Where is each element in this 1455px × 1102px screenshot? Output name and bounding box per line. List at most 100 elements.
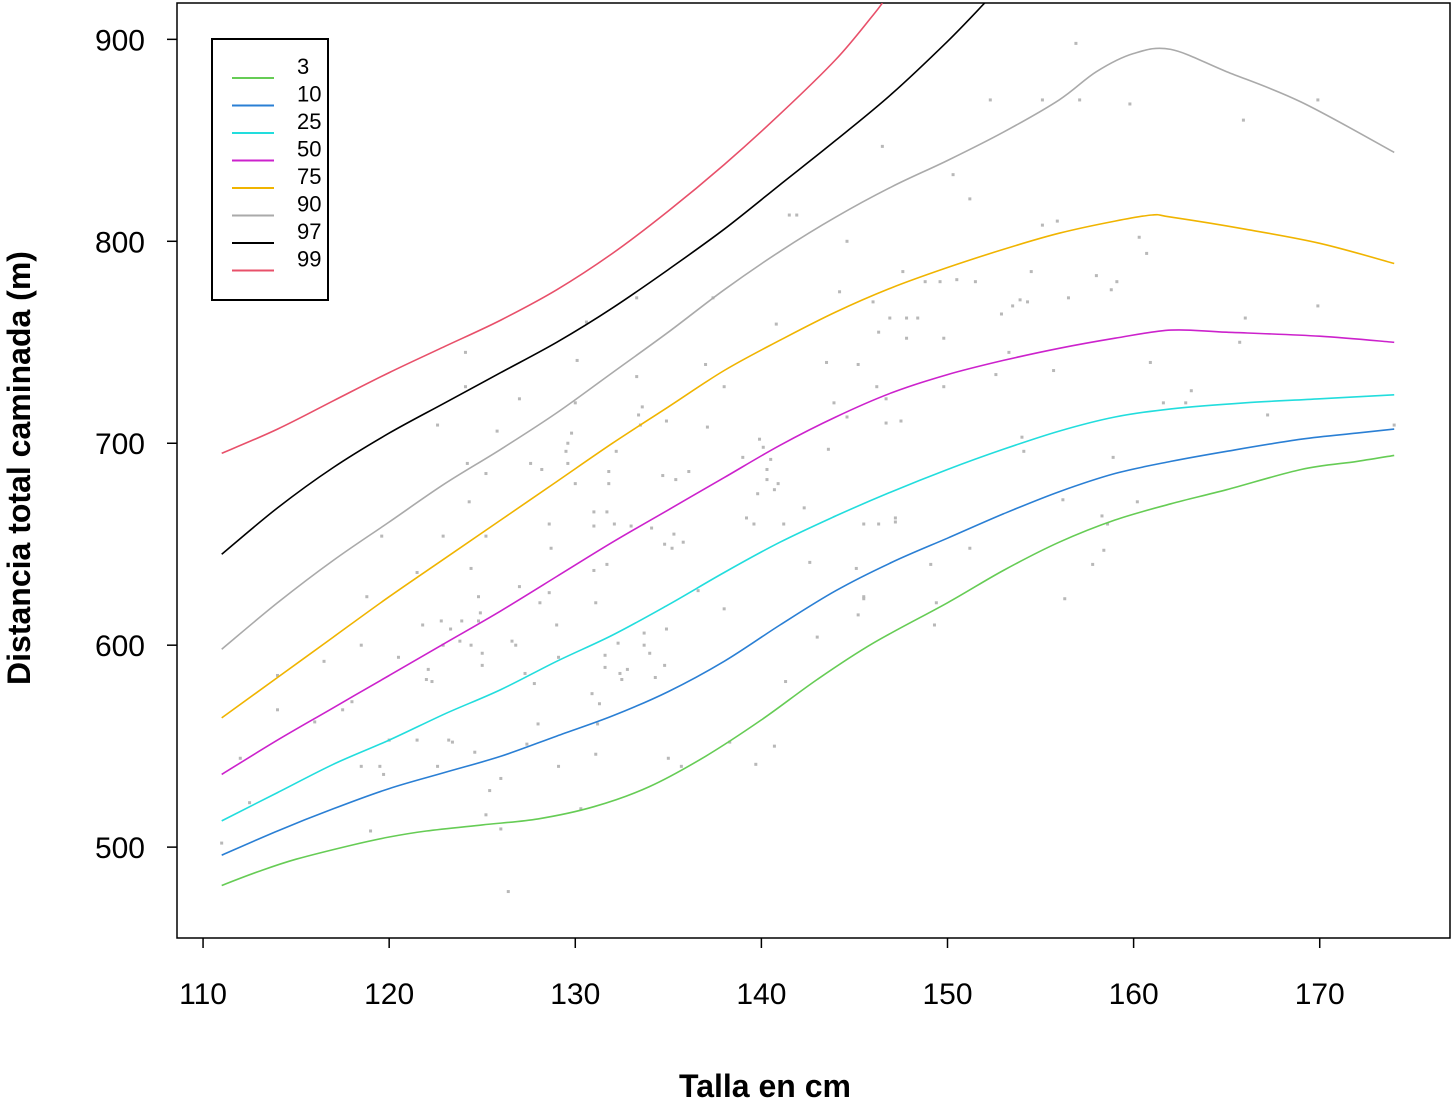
x-tick-label: 150 (922, 978, 972, 1011)
scatter-point (365, 595, 369, 599)
scatter-point (973, 280, 977, 284)
scatter-point (754, 762, 758, 766)
scatter-point (1091, 562, 1095, 566)
scatter-point (1243, 316, 1247, 320)
legend-label-p90: 90 (297, 192, 321, 217)
scatter-point (499, 776, 503, 780)
scatter-point (566, 441, 570, 445)
scatter-point (359, 643, 363, 647)
scatter-point (782, 522, 786, 526)
scatter-point (988, 98, 992, 102)
scatter-point (663, 663, 667, 667)
scatter-point (769, 457, 773, 461)
scatter-point (436, 423, 440, 427)
scatter-point (220, 841, 224, 845)
legend-label-p99: 99 (297, 247, 321, 272)
scatter-point (625, 667, 629, 671)
scatter-point (473, 750, 477, 754)
scatter-point (650, 526, 654, 530)
scatter-point (488, 789, 492, 793)
scatter-point (276, 708, 279, 712)
scatter-point (523, 671, 527, 675)
plot-area (176, 2, 1451, 939)
scatter-point (1137, 235, 1141, 239)
scatter-point (1392, 423, 1396, 427)
scatter-point (536, 722, 540, 726)
scatter-point (877, 522, 881, 526)
scatter-point (1074, 41, 1078, 45)
scatter-point (557, 655, 561, 659)
scatter-point (663, 542, 667, 546)
scatter-point (1184, 401, 1188, 405)
scatter-point (955, 278, 959, 282)
scatter-point (938, 280, 942, 284)
scatter-point (1026, 300, 1030, 304)
scatter-point (856, 613, 860, 617)
scatter-point (856, 362, 860, 366)
scatter-point (862, 595, 866, 599)
scatter-point (884, 421, 888, 425)
scatter-point (350, 700, 354, 704)
scatter-point (893, 520, 897, 524)
legend-label-p25: 25 (297, 109, 321, 134)
scatter-point (460, 619, 464, 623)
scatter-point (772, 488, 776, 492)
scatter-point (517, 397, 521, 401)
scatter-point (378, 764, 382, 768)
scatter-point (681, 540, 685, 544)
scatter-point (705, 425, 709, 429)
scatter-point (653, 675, 657, 679)
scatter-point (1148, 360, 1152, 364)
scatter-point (1022, 449, 1026, 453)
scatter-point (923, 280, 927, 284)
scatter-point (478, 611, 482, 615)
scatter-point (382, 772, 386, 776)
scatter-point (1052, 369, 1056, 373)
scatter-point (664, 627, 668, 631)
scatter-point (463, 385, 467, 389)
scatter-point (1066, 296, 1070, 300)
scatter-point (679, 764, 683, 768)
scatter-point (484, 534, 488, 538)
scatter-point (994, 373, 998, 377)
scatter-point (238, 756, 242, 760)
scatter-point (774, 322, 778, 326)
scatter-point (784, 680, 788, 684)
scatter-point (637, 413, 641, 417)
scatter-layer (220, 41, 1396, 894)
scatter-point (765, 478, 769, 482)
scatter-point (1102, 548, 1106, 552)
plot-frame (176, 2, 1451, 939)
scatter-point (808, 560, 812, 564)
scatter-point (884, 397, 888, 401)
scatter-point (1316, 98, 1320, 102)
scatter-point (899, 419, 903, 423)
scatter-point (322, 659, 326, 663)
scatter-point (722, 385, 726, 389)
scatter-point (1100, 514, 1104, 518)
x-tick-label: 160 (1109, 978, 1159, 1011)
scatter-point (845, 415, 849, 419)
scatter-point (547, 591, 551, 595)
y-tick-label: 600 (95, 630, 145, 663)
scatter-point (499, 827, 503, 831)
series-layer (221, 3, 1395, 887)
scatter-point (525, 742, 529, 746)
scatter-point (871, 300, 875, 304)
scatter-point (696, 589, 700, 593)
scatter-point (421, 623, 425, 627)
scatter-point (877, 330, 881, 334)
scatter-point (570, 431, 574, 435)
legend-label-p10: 10 (297, 82, 321, 107)
scatter-point (573, 401, 577, 405)
scatter-point (728, 740, 732, 744)
series-line-p10 (221, 428, 1395, 856)
scatter-point (614, 449, 618, 453)
scatter-point (825, 360, 829, 364)
scatter-point (1135, 500, 1139, 504)
scatter-point (999, 312, 1003, 316)
series-line-p97 (221, 3, 986, 555)
scatter-point (916, 316, 920, 320)
scatter-point (506, 890, 510, 894)
scatter-point (968, 546, 972, 550)
